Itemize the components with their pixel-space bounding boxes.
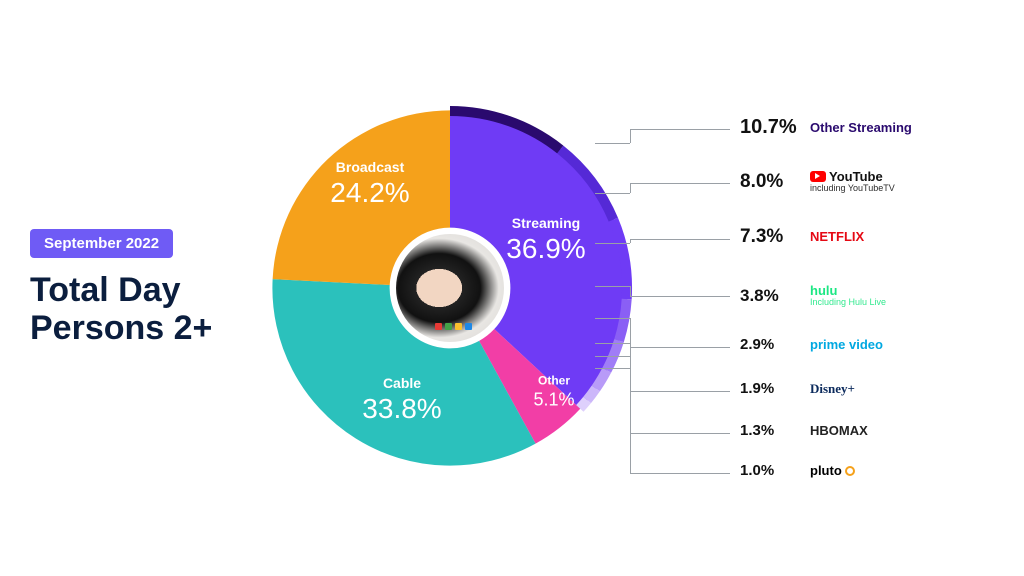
remote-icon (396, 234, 504, 342)
callout-pct: 1.3% (740, 422, 800, 439)
callout-pct: 2.9% (740, 336, 800, 353)
callout-pct: 10.7% (740, 116, 800, 139)
brand-label: NETFLIX (810, 230, 864, 244)
callout-pct: 7.3% (740, 226, 800, 248)
leader-line (630, 296, 730, 297)
leader-line (630, 183, 631, 194)
title-block: September 2022 Total Day Persons 2+ (30, 229, 250, 347)
leader-line (595, 343, 630, 344)
date-badge: September 2022 (30, 229, 173, 258)
brand-label: Other Streaming (810, 121, 912, 135)
callout-2: 7.3% NETFLIX (740, 226, 864, 248)
leader-line (595, 193, 630, 194)
segment-label-streaming: Streaming36.9% (506, 215, 585, 265)
leader-line (630, 239, 730, 240)
leader-line (630, 129, 631, 143)
leader-line (595, 356, 630, 357)
segment-label-cable: Cable33.8% (362, 375, 441, 425)
pluto-icon (845, 466, 855, 476)
youtube-icon (810, 171, 826, 182)
callout-5: 1.9% Disney+ (740, 380, 855, 397)
brand-label: Disney+ (810, 382, 855, 396)
leader-line (630, 473, 730, 474)
callout-3: 3.8% huluIncluding Hulu Live (740, 284, 886, 307)
center-image (390, 228, 510, 348)
callout-pct: 1.9% (740, 380, 800, 397)
brand-label: prime video (810, 338, 883, 352)
leader-line (630, 183, 730, 184)
leader-line (595, 318, 630, 319)
page-title: Total Day Persons 2+ (30, 272, 240, 347)
segment-label-broadcast: Broadcast24.2% (330, 159, 409, 209)
donut-chart: Streaming36.9% Other5.1% Cable33.8% Broadca… (250, 88, 650, 488)
leader-line (630, 391, 730, 392)
callout-6: 1.3% HBOMAX (740, 422, 868, 439)
leader-line (630, 347, 730, 348)
leader-line (630, 129, 730, 130)
leader-line (595, 143, 630, 144)
callout-list: 10.7% Other Streaming 8.0% YouTubeincluding… (650, 78, 994, 498)
leader-line (630, 239, 631, 244)
callout-0: 10.7% Other Streaming (740, 116, 912, 139)
leader-line (630, 433, 730, 434)
callout-7: 1.0% pluto (740, 462, 855, 479)
leader-line (595, 243, 630, 244)
segment-label-other: Other5.1% (533, 374, 574, 411)
brand-label: HBOMAX (810, 424, 868, 438)
callout-pct: 3.8% (740, 286, 800, 306)
leader-line (630, 286, 631, 296)
callout-pct: 8.0% (740, 171, 800, 193)
brand-label: pluto (810, 464, 855, 478)
brand-label: YouTubeincluding YouTubeTV (810, 170, 895, 193)
leader-line (595, 368, 630, 369)
callout-pct: 1.0% (740, 462, 800, 479)
leader-line (595, 286, 630, 287)
leader-line (630, 368, 631, 473)
callout-1: 8.0% YouTubeincluding YouTubeTV (740, 170, 895, 193)
brand-label: huluIncluding Hulu Live (810, 284, 886, 307)
callout-4: 2.9% prime video (740, 336, 883, 353)
